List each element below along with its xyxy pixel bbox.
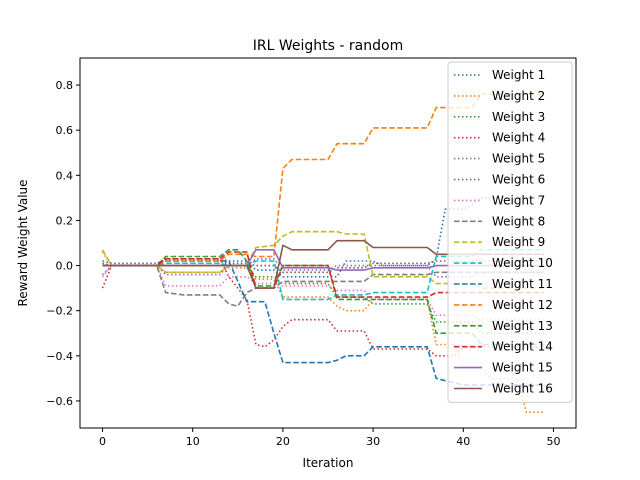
chart-title: IRL Weights - random	[253, 38, 403, 54]
y-tick-label: 0.6	[56, 124, 74, 137]
series-line-weight-7	[101, 264, 545, 321]
legend-entry-label: Weight 1	[492, 68, 545, 82]
legend-entry-label: Weight 11	[492, 277, 553, 291]
legend-entry-label: Weight 15	[492, 361, 553, 375]
series-line-weight-10	[102, 249, 545, 301]
series-line-weight-12	[102, 93, 545, 267]
legend-entry-label: Weight 2	[492, 89, 545, 103]
axes-frame	[79, 57, 577, 429]
x-tick-label: 10	[186, 435, 200, 448]
legend-entry-label: Weight 3	[492, 110, 545, 124]
axis-ticks: 0 10 20 30 40 50 −0.6 −0.4 −0.2 0.0 0.2 0.4 0.6 0.8	[46, 79, 560, 448]
legend-box	[447, 61, 573, 403]
legend-entry-label: Weight 10	[492, 256, 553, 270]
y-axis-label: Reward Weight Value	[16, 179, 30, 306]
legend-entry-label: Weight 5	[492, 152, 545, 166]
legend-entry-label: Weight 9	[492, 235, 545, 249]
legend-entry-label: Weight 6	[492, 173, 545, 187]
series-line-weight-16	[102, 239, 545, 289]
y-tick-label: 0.8	[56, 79, 74, 92]
legend-entry-label: Weight 12	[492, 298, 553, 312]
x-tick-label: 50	[546, 435, 560, 448]
series-line-weight-9	[101, 230, 545, 289]
x-axis-label: Iteration	[303, 456, 354, 470]
legend-entry-label: Weight 8	[492, 214, 545, 228]
y-tick-label: 0.0	[56, 260, 74, 273]
y-tick-label: 0.4	[56, 169, 74, 182]
legend-entry-label: Weight 7	[492, 193, 545, 207]
legend-entry-label: Weight 16	[492, 382, 553, 396]
x-tick-label: 30	[366, 435, 380, 448]
y-tick-label: −0.2	[46, 305, 73, 318]
x-tick-label: 20	[276, 435, 290, 448]
legend: Weight 1 Weight 2 Weight 3 Weight 4 Weight 5…	[447, 61, 573, 403]
y-tick-label: −0.6	[46, 395, 73, 408]
y-tick-label: −0.4	[46, 350, 73, 363]
legend-entry-label: Weight 14	[492, 340, 553, 354]
y-tick-label: 0.2	[56, 214, 74, 227]
legend-entry-label: Weight 4	[492, 131, 545, 145]
x-tick-label: 0	[99, 435, 106, 448]
x-tick-label: 40	[456, 435, 470, 448]
legend-entry-label: Weight 13	[492, 319, 553, 333]
